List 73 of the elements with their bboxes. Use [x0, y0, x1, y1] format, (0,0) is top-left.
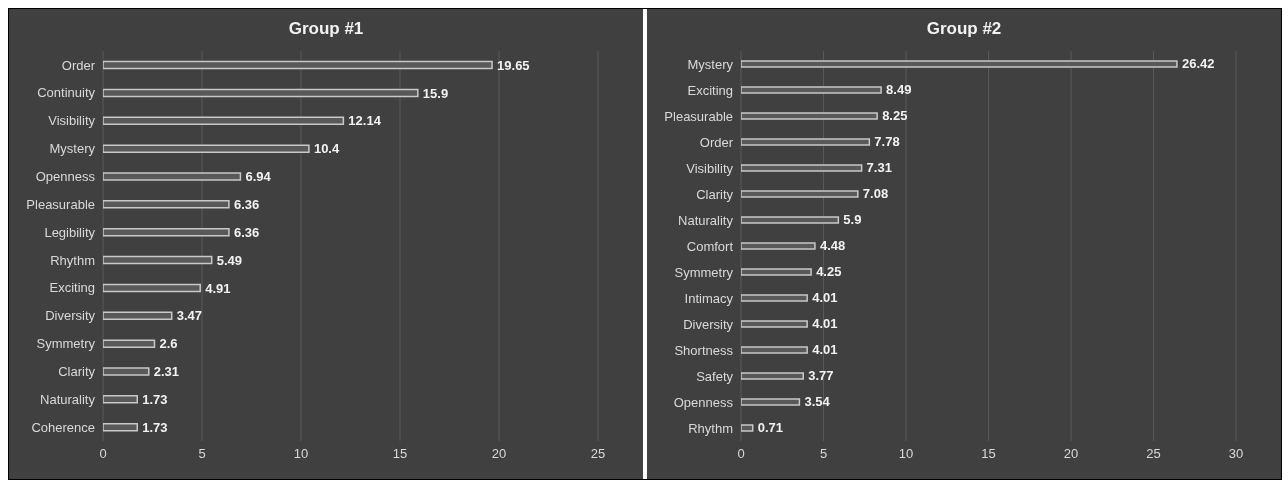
- x-tick-label: 15: [981, 446, 996, 462]
- data-label: 5.49: [216, 252, 243, 268]
- y-tick-label: Symmetry: [674, 264, 734, 280]
- y-tick-label: Comfort: [686, 238, 734, 254]
- x-tick-label: 30: [1228, 446, 1244, 462]
- data-label: 3.47: [176, 308, 203, 324]
- data-label: 4.48: [819, 238, 846, 254]
- data-label: 1.73: [142, 419, 168, 435]
- y-tick-label: Visibility: [48, 113, 96, 129]
- data-label: 2.31: [153, 364, 180, 380]
- data-label: 1.73: [142, 391, 168, 407]
- y-tick-label: Order: [699, 134, 734, 150]
- y-tick-label: Legibility: [44, 224, 96, 240]
- data-label: 4.01: [812, 316, 838, 332]
- data-label: 6.36: [233, 196, 260, 212]
- data-label: 26.42: [1181, 56, 1215, 72]
- data-label: 12.14: [348, 113, 382, 129]
- data-label: 6.94: [245, 169, 272, 185]
- data-label: 4.01: [812, 290, 838, 306]
- data-label: 7.31: [866, 160, 892, 176]
- y-tick-label: Openness: [673, 394, 734, 410]
- y-tick-label: Pleasurable: [26, 196, 95, 212]
- y-tick-label: Rhythm: [688, 420, 733, 436]
- y-tick-label: Rhythm: [50, 252, 95, 268]
- y-tick-label: Exciting: [49, 280, 95, 296]
- y-tick-label: Diversity: [683, 316, 734, 332]
- data-label: 5.9: [843, 212, 862, 228]
- y-tick-label: Mystery: [687, 56, 734, 72]
- data-label: 4.91: [205, 280, 231, 296]
- y-tick-label: Shortness: [674, 342, 734, 358]
- data-label: 7.78: [874, 134, 900, 150]
- chart-title: Group #2: [925, 19, 1003, 39]
- x-tick-label: 0: [737, 446, 745, 462]
- data-label: 3.54: [804, 394, 831, 410]
- x-tick-label: 25: [590, 446, 606, 462]
- y-tick-label: Visibility: [686, 160, 734, 176]
- data-label: 6.36: [233, 224, 260, 240]
- x-tick-label: 10: [898, 446, 914, 462]
- chart-title: Group #1: [287, 19, 365, 39]
- x-tick-label: 10: [293, 446, 309, 462]
- data-label: 4.01: [812, 342, 838, 358]
- y-tick-label: Pleasurable: [664, 108, 733, 124]
- data-label: 0.71: [757, 420, 784, 436]
- data-label: 8.25: [882, 108, 908, 124]
- data-label: 8.49: [886, 82, 912, 98]
- y-tick-label: Diversity: [45, 308, 96, 324]
- x-tick-label: 15: [392, 446, 408, 462]
- y-tick-label: Clarity: [696, 186, 734, 202]
- y-tick-label: Coherence: [31, 419, 95, 435]
- y-tick-label: Exciting: [687, 82, 733, 98]
- data-label: 3.77: [808, 368, 834, 384]
- y-tick-label: Clarity: [58, 363, 96, 379]
- y-tick-label: Intimacy: [684, 290, 734, 306]
- x-tick-label: 25: [1146, 446, 1161, 462]
- data-label: 10.4: [313, 141, 340, 157]
- y-tick-label: Mystery: [49, 141, 96, 157]
- data-label: 2.6: [159, 336, 178, 352]
- data-label: 15.9: [422, 85, 449, 101]
- x-tick-label: 20: [1063, 446, 1079, 462]
- data-label: 7.08: [862, 186, 889, 202]
- y-tick-label: Symmetry: [36, 336, 96, 352]
- x-tick-label: 0: [99, 446, 107, 462]
- y-tick-label: Safety: [696, 368, 734, 384]
- data-label: 19.65: [497, 57, 530, 73]
- y-tick-label: Continuity: [37, 85, 96, 101]
- y-tick-label: Naturality: [678, 212, 734, 228]
- x-tick-label: 5: [819, 446, 828, 462]
- data-label: 4.25: [816, 264, 842, 280]
- x-tick-label: 5: [198, 446, 206, 462]
- y-tick-label: Openness: [35, 168, 96, 184]
- y-tick-label: Naturality: [40, 391, 96, 407]
- x-tick-label: 20: [491, 446, 507, 462]
- y-tick-label: Order: [61, 57, 96, 73]
